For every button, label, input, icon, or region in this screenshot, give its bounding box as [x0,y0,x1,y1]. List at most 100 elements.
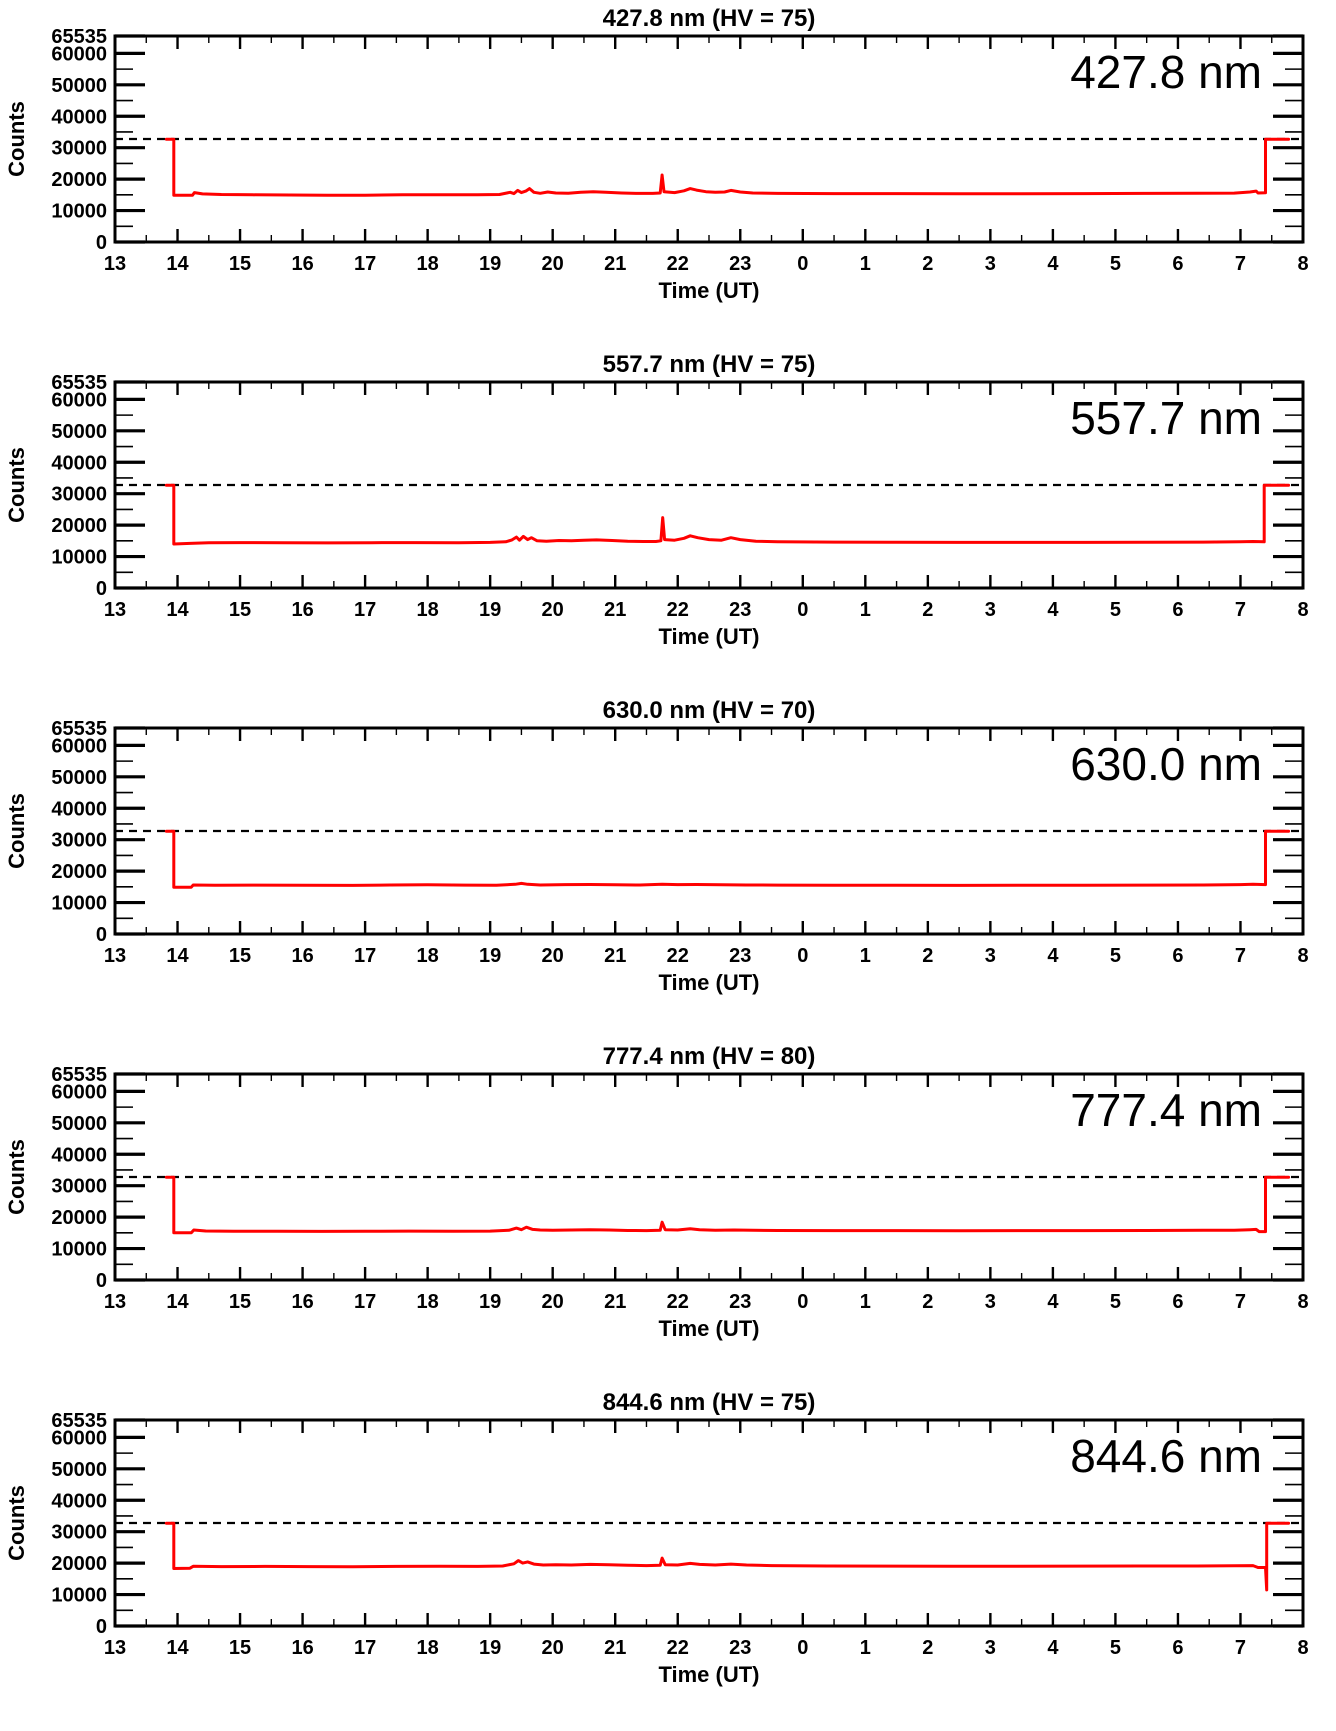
x-tick-label: 16 [291,945,313,967]
x-tick-label: 13 [104,945,126,967]
wavelength-label: 427.8 nm [1070,46,1262,98]
x-tick-label: 1 [860,1291,871,1313]
y-tick-label: 20000 [51,515,107,537]
x-tick-label: 15 [229,599,251,621]
y-axis-label: Counts [4,793,29,869]
x-tick-label: 21 [604,1637,626,1659]
counts-line [164,829,1291,889]
x-tick-label: 13 [104,1637,126,1659]
x-tick-label: 14 [166,945,189,967]
x-tick-label: 3 [985,1637,996,1659]
y-axis-label: Counts [4,1485,29,1561]
y-tick-label: 10000 [51,1239,107,1261]
x-tick-label: 23 [729,945,751,967]
wavelength-label: 844.6 nm [1070,1430,1262,1482]
x-tick-label: 0 [797,253,808,275]
x-tick-label: 17 [354,253,376,275]
x-tick-label: 19 [479,253,501,275]
x-tick-label: 14 [166,1291,189,1313]
x-axis-label: Time (UT) [658,1316,759,1341]
x-tick-label: 14 [166,599,189,621]
counts-line [164,1175,1291,1235]
x-tick-label: 1 [860,599,871,621]
y-tick-label: 30000 [51,1522,107,1544]
x-tick-label: 13 [104,1291,126,1313]
y-tick-label: 60000 [51,43,107,65]
y-tick-label: 10000 [51,1585,107,1607]
wavelength-label: 777.4 nm [1070,1084,1262,1136]
y-tick-label: 10000 [51,893,107,915]
x-tick-label: 19 [479,1291,501,1313]
y-tick-label: 30000 [51,138,107,160]
plot-border [113,1418,1305,1628]
x-axis-ticks: 13 14 15 16 17 18 19 20 21 22 23 0 1 2 3 4 5 6 7 8 [104,1074,1309,1313]
y-tick-label: 20000 [51,861,107,883]
y-tick-label: 0 [96,578,107,600]
x-tick-label: 6 [1172,253,1183,275]
x-tick-label: 17 [354,599,376,621]
x-tick-label: 8 [1297,945,1308,967]
chart-panel-5: 844.6 nm (HV = 75) 0 10000 20000 30000 40000 5… [0,1384,1336,1730]
y-tick-label: 40000 [51,106,107,128]
x-tick-label: 4 [1047,1291,1059,1313]
x-tick-label: 19 [479,945,501,967]
x-tick-label: 3 [985,253,996,275]
chart-panel-1: 427.8 nm (HV = 75) 0 10000 20000 30000 40000 5… [0,0,1336,346]
y-tick-label: 65535 [51,1064,107,1086]
x-tick-label: 15 [229,253,251,275]
x-tick-label: 20 [542,1637,564,1659]
y-tick-label: 65535 [51,26,107,48]
x-tick-label: 17 [354,945,376,967]
x-tick-label: 7 [1235,599,1246,621]
x-tick-label: 23 [729,1291,751,1313]
x-tick-label: 8 [1297,599,1308,621]
y-tick-label: 10000 [51,201,107,223]
panel-chart: 557.7 nm (HV = 75) 0 10000 20000 30000 40000 5… [4,351,1309,649]
y-tick-label: 50000 [51,767,107,789]
y-tick-label: 40000 [51,798,107,820]
x-tick-label: 16 [291,253,313,275]
x-tick-label: 17 [354,1291,376,1313]
x-tick-label: 22 [667,1637,689,1659]
x-tick-label: 0 [797,599,808,621]
x-tick-label: 2 [922,1637,933,1659]
x-tick-label: 22 [667,253,689,275]
x-tick-label: 5 [1110,1291,1121,1313]
y-tick-label: 20000 [51,1207,107,1229]
x-tick-label: 8 [1297,1637,1308,1659]
x-tick-label: 6 [1172,945,1183,967]
x-tick-label: 18 [417,253,439,275]
x-tick-label: 16 [291,1637,313,1659]
x-tick-label: 19 [479,599,501,621]
x-tick-label: 8 [1297,253,1308,275]
plot-border [113,34,1305,244]
x-tick-label: 23 [729,599,751,621]
plot-border [113,726,1305,936]
x-tick-label: 20 [542,253,564,275]
y-tick-label: 0 [96,1270,107,1292]
chart-panel-3: 630.0 nm (HV = 70) 0 10000 20000 30000 40000 5… [0,692,1336,1038]
y-tick-label: 20000 [51,1553,107,1575]
x-tick-label: 2 [922,253,933,275]
x-tick-label: 2 [922,945,933,967]
x-tick-label: 21 [604,599,626,621]
x-tick-label: 7 [1235,1291,1246,1313]
y-tick-label: 30000 [51,484,107,506]
x-tick-label: 4 [1047,945,1059,967]
x-tick-label: 3 [985,599,996,621]
y-tick-label: 30000 [51,830,107,852]
x-tick-label: 19 [479,1637,501,1659]
x-tick-label: 6 [1172,1291,1183,1313]
x-tick-label: 15 [229,945,251,967]
x-axis-label: Time (UT) [658,970,759,995]
y-axis-label: Counts [4,447,29,523]
x-tick-label: 21 [604,253,626,275]
y-tick-label: 0 [96,924,107,946]
x-tick-label: 4 [1047,599,1059,621]
x-tick-label: 14 [166,1637,189,1659]
y-tick-label: 0 [96,232,107,254]
x-tick-label: 6 [1172,599,1183,621]
x-tick-label: 16 [291,599,313,621]
x-tick-label: 20 [542,1291,564,1313]
